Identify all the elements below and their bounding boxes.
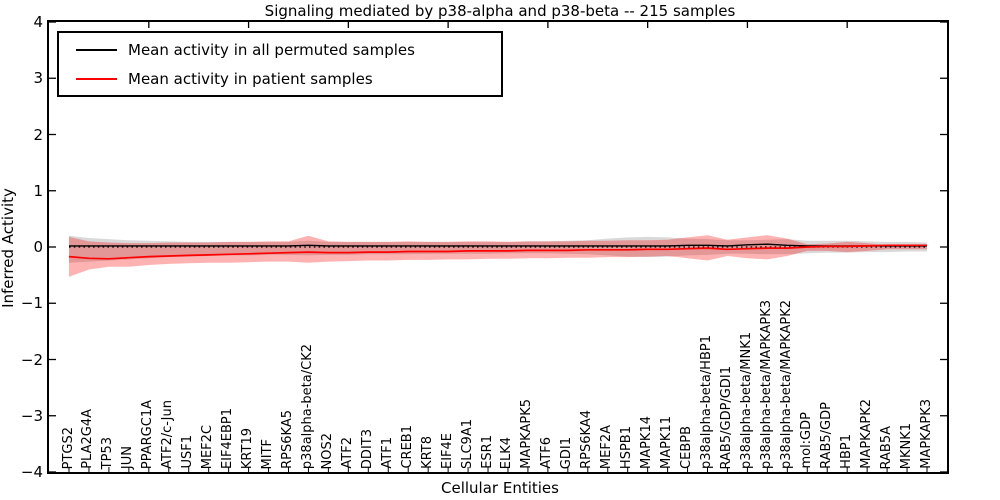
x-category-label: CEBPB: [679, 426, 695, 469]
plot-area: [47, 20, 949, 474]
x-category-label: MAPK14: [639, 415, 655, 469]
y-tick-label: −1: [20, 294, 43, 313]
legend-entry-permuted: Mean activity in all permuted samples: [59, 39, 501, 61]
x-category-label: ESR1: [479, 435, 495, 469]
x-category-label: ATF1: [379, 437, 395, 469]
series-line-1: [68, 244, 927, 260]
series-line-0: [69, 243, 927, 247]
legend-label: Mean activity in all permuted samples: [128, 40, 415, 59]
x-category-label: RAB5A: [878, 425, 894, 469]
y-tick-label: 0: [33, 238, 43, 256]
x-category-label: KRT19: [240, 427, 256, 469]
x-category-label: MAPKAPK2: [858, 399, 874, 469]
x-category-label: CREB1: [399, 425, 415, 469]
x-category-label: MEF2A: [599, 424, 615, 469]
y-tick-label: 4: [33, 13, 43, 31]
x-category-label: EIF4E: [439, 432, 455, 469]
x-category-label: ATF6: [539, 437, 555, 469]
x-category-label: p38alpha-beta/MNK1: [738, 332, 754, 469]
y-tick-label: −4: [20, 463, 43, 481]
permuted-samples-spread-band: [69, 235, 927, 263]
x-category-label: JUN: [120, 445, 136, 469]
legend: Mean activity in all permuted samples Me…: [57, 31, 503, 97]
legend-label: Mean activity in patient samples: [128, 69, 373, 88]
x-category-label: NOS2: [319, 432, 335, 469]
y-tick-label: −3: [20, 406, 43, 425]
x-category-label: ATF2: [339, 437, 355, 469]
x-category-label: ELK4: [499, 436, 515, 469]
x-category-label: TP53: [100, 436, 116, 469]
legend-line-sample-black: [76, 48, 117, 51]
x-category-label: KRT8: [419, 436, 435, 469]
x-category-label: HBP1: [838, 434, 854, 469]
x-category-label: RAB5/GDP: [818, 402, 834, 469]
chart-canvas: [49, 22, 947, 472]
x-category-label: mol:GDP: [798, 412, 814, 469]
x-category-label: MKNK1: [898, 422, 914, 469]
x-category-label: ATF2/c-Jun: [160, 400, 176, 469]
x-category-label: EIF4EBP1: [220, 407, 236, 469]
y-tick-label: 1: [33, 181, 43, 200]
x-category-label: PPARGC1A: [140, 399, 156, 469]
x-category-label: p38alpha-beta/MAPKAPK3: [758, 300, 774, 469]
x-category-label: USF1: [180, 435, 196, 469]
y-tick-label: 3: [33, 69, 43, 88]
x-category-label: PTGS2: [60, 426, 76, 469]
legend-line-sample-red: [76, 77, 117, 80]
x-category-label: MITF: [260, 438, 276, 469]
x-category-label: PLA2G4A: [80, 409, 96, 469]
chart-title: Signaling mediated by p38-alpha and p38-…: [264, 2, 736, 20]
x-category-label: SLC9A1: [459, 418, 475, 469]
x-category-label: p38alpha-beta/CK2: [299, 343, 315, 469]
x-axis-label: Cellular Entities: [441, 479, 559, 497]
x-category-label: MAPKAPK5: [519, 399, 535, 469]
x-category-label: MAPKAPK3: [918, 399, 934, 469]
y-tick-label: −2: [20, 350, 43, 369]
legend-entry-patient: Mean activity in patient samples: [59, 68, 501, 90]
x-category-label: RAB5/GDP/GDI1: [718, 365, 734, 469]
x-category-label: RPS6KA4: [579, 410, 595, 469]
x-category-label: GDI1: [559, 436, 575, 469]
x-category-label: RPS6KA5: [279, 410, 295, 469]
x-category-label: p38alpha-beta/MAPKAPK2: [778, 300, 794, 469]
x-category-label: p38alpha-beta/HBP1: [699, 334, 714, 469]
x-category-label: MAPK11: [659, 415, 675, 469]
y-tick-label: 2: [33, 125, 43, 144]
x-category-label: DDIT3: [359, 428, 375, 469]
x-category-label: HSPB1: [619, 425, 635, 469]
x-category-label: MEF2C: [200, 424, 216, 469]
